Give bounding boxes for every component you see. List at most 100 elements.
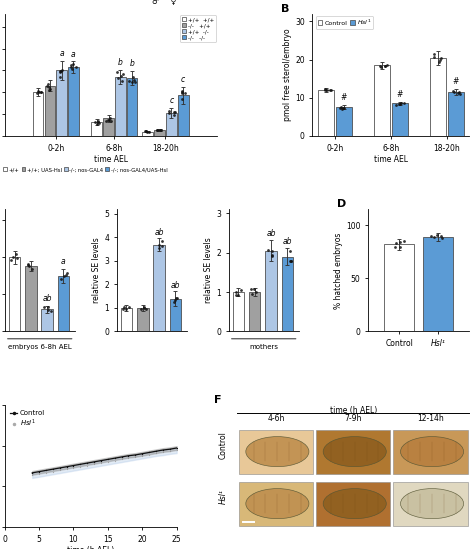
Ellipse shape — [246, 489, 309, 519]
Text: #: # — [397, 89, 403, 98]
Point — [59, 65, 66, 74]
Point — [438, 234, 446, 243]
Point — [173, 293, 181, 302]
Point — [170, 108, 177, 117]
Point — [128, 77, 136, 86]
Point — [450, 87, 457, 96]
Point — [118, 76, 126, 85]
Legend: +/+, +/+; UAS-Hsl, -/-; nos-GAL4, -/-; nos-GAL4/UAS-Hsl: +/+, +/+; UAS-Hsl, -/-; nos-GAL4, -/-; n… — [2, 165, 169, 173]
Point — [324, 86, 331, 94]
Point — [178, 87, 186, 96]
Bar — [68, 67, 79, 136]
Point — [337, 102, 344, 111]
Point — [67, 61, 75, 70]
Text: 7-9h: 7-9h — [345, 413, 362, 423]
Text: #: # — [453, 77, 459, 86]
Point — [153, 125, 161, 134]
Point — [438, 54, 445, 63]
Bar — [121, 308, 132, 332]
Point — [376, 61, 384, 70]
Bar — [91, 122, 102, 136]
Bar — [448, 92, 464, 136]
Point — [286, 257, 294, 266]
Bar — [58, 276, 69, 332]
Point — [264, 245, 272, 254]
Point — [63, 268, 71, 277]
Point — [119, 305, 127, 313]
Point — [56, 67, 64, 76]
Point — [154, 126, 162, 135]
Point — [105, 115, 113, 124]
Point — [156, 125, 164, 134]
Point — [114, 74, 122, 83]
Text: 4-6h: 4-6h — [267, 413, 284, 423]
Point — [120, 303, 128, 312]
Text: ♂     ♀: ♂ ♀ — [152, 0, 176, 6]
Bar — [9, 257, 20, 332]
Point — [73, 62, 80, 71]
Point — [108, 116, 115, 125]
Text: ab: ab — [266, 229, 276, 238]
Point — [435, 58, 443, 67]
Text: mothers: mothers — [249, 344, 278, 350]
Point — [93, 119, 100, 128]
Point — [47, 306, 55, 315]
Text: embryos 6-8h AEL: embryos 6-8h AEL — [8, 344, 72, 350]
Point — [137, 304, 145, 313]
Bar — [153, 244, 165, 332]
Y-axis label: relative SE levels: relative SE levels — [204, 238, 213, 303]
Text: F: F — [214, 395, 221, 405]
Point — [63, 271, 70, 279]
Text: time (h AEL): time (h AEL) — [329, 406, 377, 416]
Point — [395, 99, 402, 108]
Point — [40, 302, 48, 311]
Point — [104, 116, 112, 125]
Bar — [154, 130, 165, 136]
Point — [60, 272, 68, 281]
Ellipse shape — [401, 489, 464, 519]
Point — [396, 238, 403, 247]
Point — [69, 59, 77, 68]
Point — [181, 89, 189, 98]
Point — [287, 256, 295, 265]
Text: ab: ab — [283, 237, 292, 247]
Point — [287, 247, 294, 256]
Bar — [393, 481, 468, 526]
Bar — [316, 481, 391, 526]
Point — [95, 119, 102, 127]
Bar — [282, 256, 293, 332]
Point — [436, 55, 444, 64]
Point — [392, 239, 400, 248]
Point — [401, 99, 408, 108]
Bar — [56, 70, 67, 136]
Point — [455, 87, 463, 96]
Text: b: b — [130, 59, 135, 68]
Point — [44, 80, 52, 88]
Bar — [430, 58, 446, 136]
Point — [155, 244, 163, 253]
Bar — [25, 266, 36, 332]
Text: c: c — [169, 97, 173, 105]
Point — [171, 110, 178, 119]
Point — [336, 103, 343, 112]
Point — [234, 290, 241, 299]
Bar — [178, 96, 189, 136]
Ellipse shape — [401, 436, 464, 467]
Bar — [103, 119, 114, 136]
Point — [34, 88, 41, 97]
Ellipse shape — [246, 436, 309, 467]
Point — [287, 256, 294, 265]
Point — [142, 127, 150, 136]
Point — [130, 75, 137, 84]
Point — [170, 298, 178, 306]
Text: B: B — [281, 4, 290, 14]
Bar — [33, 92, 44, 136]
Bar — [249, 292, 261, 332]
Bar — [41, 309, 53, 332]
Y-axis label: pmol free sterol/embryo: pmol free sterol/embryo — [283, 29, 292, 121]
Point — [141, 303, 148, 312]
Text: a: a — [59, 49, 64, 58]
Text: a: a — [61, 257, 66, 266]
Point — [427, 232, 435, 241]
Point — [44, 82, 51, 91]
